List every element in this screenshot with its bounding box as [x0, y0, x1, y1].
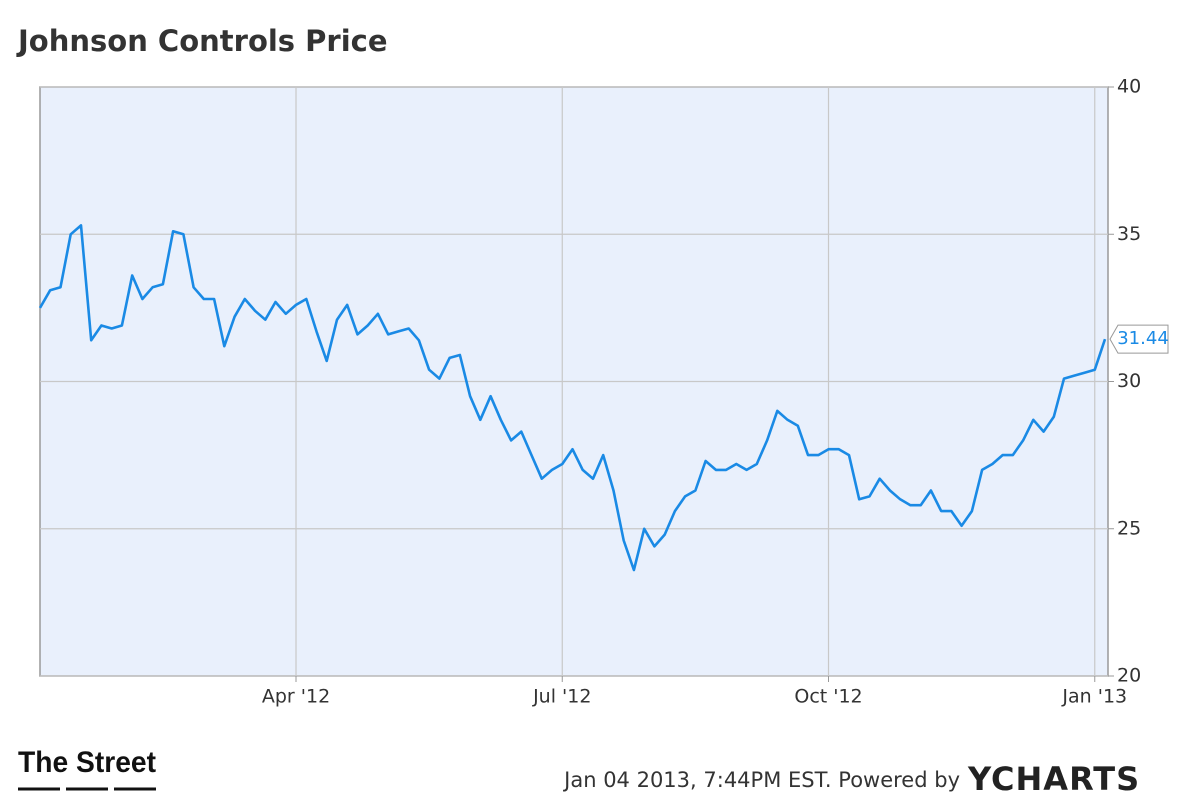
x-tick-label: Jul '12: [532, 686, 591, 708]
footer-text: Jan 04 2013, 7:44PM EST. Powered by: [562, 768, 960, 792]
last-value-box: [1109, 324, 1169, 354]
price-line: [38, 224, 1107, 572]
y-tick-label: 20: [1117, 665, 1141, 687]
chart-title: Johnson Controls Price: [16, 24, 388, 58]
y-tick-label: 35: [1117, 223, 1141, 245]
x-tick-label: Apr '12: [262, 686, 330, 708]
x-tick-label: Jan '13: [1061, 686, 1127, 708]
last-value-label: 31.44: [1117, 328, 1169, 349]
y-tick-label: 30: [1117, 370, 1141, 392]
x-tick-label: Oct '12: [794, 686, 862, 708]
logo-text: The Street: [18, 746, 156, 779]
y-tick-label: 40: [1117, 76, 1141, 98]
y-tick-label: 25: [1117, 517, 1141, 539]
logo: The Street: [18, 746, 156, 791]
brand: YCHARTS: [967, 760, 1140, 798]
